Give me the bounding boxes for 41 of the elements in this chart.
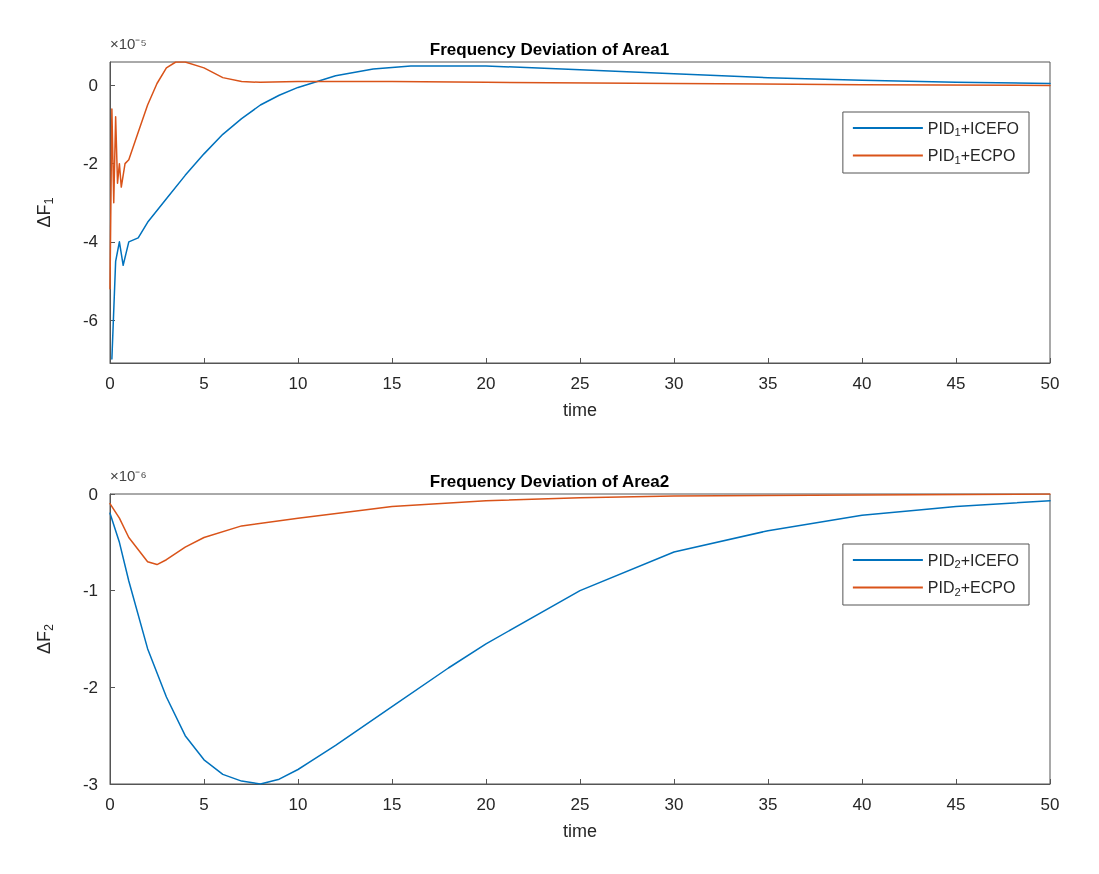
x-tick-label: 40	[852, 795, 872, 814]
y-axis-title: ΔF1	[34, 197, 56, 228]
x-tick-label: 45	[946, 374, 966, 393]
x-tick-label: 45	[946, 795, 966, 814]
x-tick-label: 50	[1040, 374, 1060, 393]
y-tick-label: -6	[82, 310, 98, 330]
x-tick-label: 35	[758, 374, 778, 393]
y-tick-label: 0	[88, 75, 98, 95]
line-series	[109, 493, 1051, 566]
x-tick-label: 20	[476, 374, 496, 393]
x-tick-label: 0	[105, 795, 115, 814]
chart-title: Frequency Deviation of Area2	[429, 472, 670, 491]
y-tick-label: 0	[88, 484, 98, 504]
x-tick-label: 0	[105, 374, 115, 393]
line-series	[109, 61, 1051, 290]
x-tick-label: 10	[288, 374, 308, 393]
y-axis-title: ΔF2	[34, 623, 56, 655]
y-tick-label: -3	[82, 774, 98, 794]
x-tick-label: 25	[570, 795, 590, 814]
x-axis-title: time	[562, 400, 598, 420]
x-tick-label: 5	[199, 374, 209, 393]
y-tick-label: -1	[82, 581, 98, 601]
x-tick-label: 20	[476, 795, 496, 814]
x-tick-label: 15	[382, 374, 402, 393]
line-series	[111, 65, 1051, 360]
x-axis-title: time	[562, 821, 598, 841]
y-tick-label: -2	[82, 154, 98, 174]
text: ×10⁻⁵	[110, 35, 147, 52]
text: ×10⁻⁶	[110, 467, 147, 484]
x-tick-label: 10	[288, 795, 308, 814]
x-tick-label: 25	[570, 374, 590, 393]
x-tick-label: 35	[758, 795, 778, 814]
x-tick-label: 15	[382, 795, 402, 814]
x-tick-label: 5	[199, 795, 209, 814]
x-tick-label: 40	[852, 374, 872, 393]
chart-title: Frequency Deviation of Area1	[429, 40, 670, 59]
x-tick-label: 30	[664, 795, 684, 814]
y-tick-label: -4	[82, 232, 98, 252]
x-tick-label: 50	[1040, 795, 1060, 814]
x-tick-label: 30	[664, 374, 684, 393]
y-tick-label: -2	[82, 677, 98, 697]
